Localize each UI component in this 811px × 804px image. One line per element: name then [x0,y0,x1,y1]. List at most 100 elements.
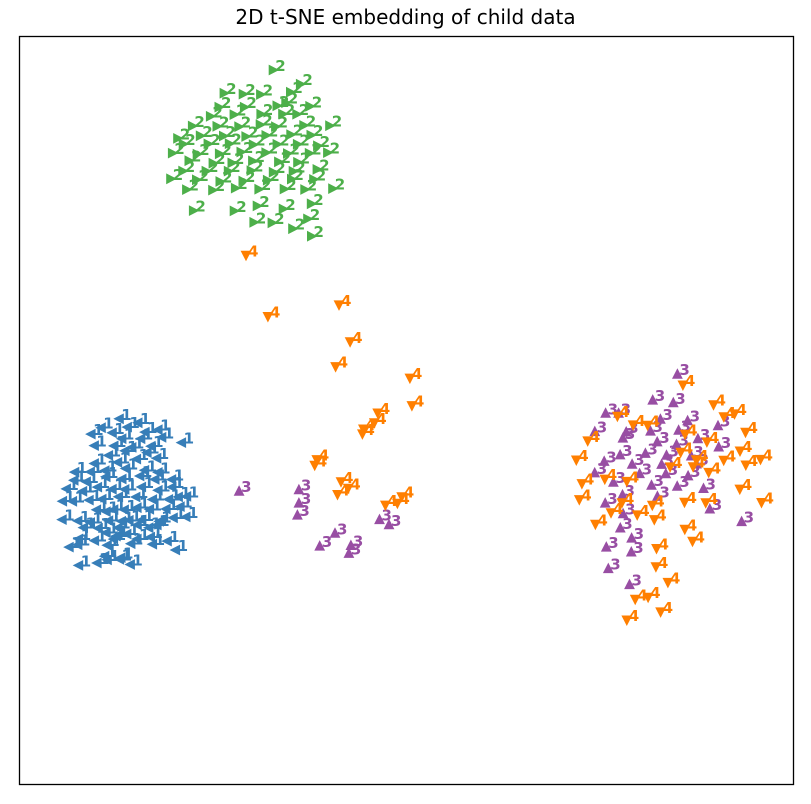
data-point-label: 2 [174,140,184,158]
data-point-label: 4 [338,354,348,372]
data-point-label: 2 [286,176,296,194]
data-point-label: 2 [302,71,312,89]
data-point-marker [118,484,130,495]
data-point-marker [238,175,249,187]
data-point-label: 1 [175,505,185,523]
data-point-marker [287,173,298,185]
data-point-label: 1 [160,459,170,477]
data-point-marker [112,491,124,503]
data-point-label: 4 [578,447,588,465]
data-point-label: 4 [726,447,736,465]
data-point-marker [85,428,96,440]
data-point-label: 1 [107,458,117,476]
data-point-marker [169,544,181,556]
data-point-marker [90,504,102,516]
data-point-label: 2 [268,122,278,140]
data-point-marker [239,101,251,113]
data-point-label: 3 [654,472,664,490]
data-point-marker [108,440,119,452]
data-point-marker [229,205,241,217]
data-point-label: 1 [169,528,179,546]
data-point-label: 2 [194,113,204,131]
data-point-marker [675,447,687,459]
data-point-marker [345,539,357,550]
data-point-marker [718,412,730,423]
data-point-marker [281,97,292,109]
data-point-marker [95,422,106,434]
data-point-marker [357,429,368,440]
data-point-label: 4 [737,401,747,419]
data-point-marker [166,173,177,185]
data-point-label: 1 [144,474,154,492]
data-point-label: 2 [185,158,195,176]
data-point-label: 2 [255,148,265,166]
data-point-marker [188,205,200,216]
data-point-label: 3 [353,533,363,551]
data-point-marker [167,512,178,524]
data-point-label: 4 [399,490,409,508]
data-point-label: 4 [748,419,758,437]
data-point-marker [627,420,639,431]
data-point-marker [589,466,601,478]
data-point-label: 1 [129,521,139,539]
data-point-marker [274,156,285,168]
data-point-label: 3 [351,540,361,558]
data-point-marker [729,409,740,420]
data-point-marker [656,458,667,469]
data-point-marker [261,147,272,158]
data-point-marker [313,140,324,152]
data-point-label: 3 [625,482,635,500]
data-point-marker [71,515,83,527]
data-point-label: 1 [127,476,137,494]
data-point-marker [271,121,282,132]
data-point-marker [330,362,341,373]
data-point-marker [589,425,601,437]
data-point-marker [152,484,163,496]
data-point-marker [146,494,158,505]
data-point-marker [255,119,267,131]
data-point-label: 1 [174,467,184,485]
data-point-label: 1 [108,464,118,482]
data-point-marker [682,469,694,481]
data-point-marker [392,498,403,510]
data-point-label: 2 [300,149,310,167]
data-point-marker [234,121,245,133]
data-point-marker [115,515,126,527]
data-point-marker [123,514,134,526]
data-point-label: 4 [270,304,280,322]
data-point-marker [77,522,88,533]
data-point-marker [118,504,129,516]
data-point-label: 3 [712,496,722,514]
data-point-marker [404,373,416,385]
data-point-label: 2 [246,94,256,112]
data-point-marker [272,100,283,112]
data-point-marker [135,514,147,526]
data-point-marker [293,156,304,168]
data-point-label: 1 [88,469,98,487]
data-point-label: 4 [607,466,617,484]
data-point-label: 3 [693,443,703,461]
data-point-marker [110,530,121,542]
data-point-label: 1 [144,507,154,525]
data-point-label: 1 [81,552,91,570]
data-point-marker [212,120,223,132]
data-point-marker [72,560,84,571]
data-point-marker [187,120,199,132]
data-point-marker [306,198,318,210]
data-point-label: 2 [215,177,225,195]
data-point-label: 4 [590,428,600,446]
data-point-label: 4 [658,554,668,572]
data-point-marker [192,174,203,186]
data-point-label: 1 [159,512,169,530]
data-point-label: 4 [414,393,424,411]
data-point-marker [130,453,142,465]
data-point-marker [323,147,334,158]
data-point-marker [286,86,297,98]
data-point-marker [100,527,111,539]
data-point-label: 1 [161,508,171,526]
data-point-label: 1 [118,523,128,541]
data-point-marker [661,449,672,460]
data-point-label: 2 [314,223,324,241]
data-point-marker [262,174,274,186]
data-point-label: 3 [606,448,616,466]
